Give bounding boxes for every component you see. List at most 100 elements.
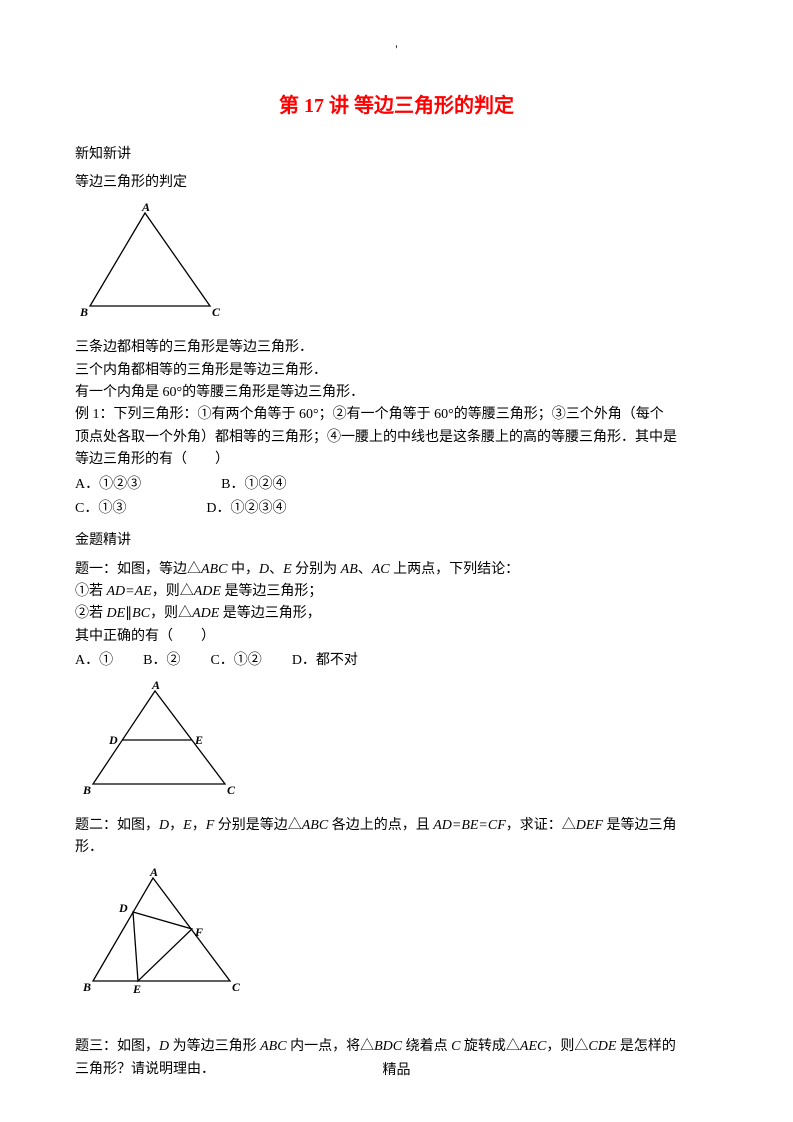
def-line-1: 三条边都相等的三角形是等边三角形． [75, 337, 718, 359]
ex1-options-row2: C．①③ D．①②③④ [75, 498, 718, 520]
q1-line2: ①若 AD=AE，则△ADE 是等边三角形； [75, 581, 718, 603]
q2-l1-mid2: 各边上的点，且 [328, 818, 433, 833]
ex1-options-row1: A．①②③ B．①②④ [75, 474, 718, 496]
q1-l1-mid2: 分别为 [292, 562, 341, 577]
fig3-A: A [149, 866, 158, 879]
fig2-A: A [151, 679, 160, 692]
page-title: 第 17 讲 等边三角形的判定 [75, 90, 718, 122]
q1-l2-pre: ①若 [75, 584, 107, 599]
q1-l1-pre: 题一：如图，等边△ [75, 562, 201, 577]
triangle-abc [90, 213, 210, 306]
triangle-abc-3 [93, 878, 230, 981]
q1-opt-a: A．① [75, 650, 113, 672]
fig2-B: B [82, 783, 91, 797]
fig2-C: C [227, 783, 235, 797]
section1-label: 新知新讲 [75, 144, 718, 166]
q1-l1-ab: AB [341, 562, 358, 577]
fig2-D: D [108, 733, 118, 747]
figure-2: A B C D E [75, 679, 718, 807]
q3-l1-abc: ABC [260, 1039, 286, 1054]
q3-l1-m5: ，则△ [546, 1039, 588, 1054]
figure-3: A B C D E F [75, 866, 718, 1004]
q1-l1-abc: ABC [201, 562, 227, 577]
q3-l1-cde: CDE [588, 1039, 616, 1054]
label-B: B [79, 305, 88, 319]
q1-line1: 题一：如图，等边△ABC 中，D、E 分别为 AB、AC 上两点，下列结论： [75, 559, 718, 581]
ex1-stem-1: 例 1：下列三角形：①有两个角等于 60°；②有一个角等于 60°的等腰三角形；… [75, 404, 718, 426]
q1-l1-end: 上两点，下列结论： [390, 562, 520, 577]
q1-l2-ade: ADE [194, 584, 221, 599]
figure-1: A B C [75, 201, 718, 329]
fig2-E: E [194, 733, 203, 747]
q3-l1-end: 是怎样的 [616, 1039, 676, 1054]
section2-label: 金题精讲 [75, 530, 718, 552]
q3-l1-aec: AEC [520, 1039, 546, 1054]
page: ' 第 17 讲 等边三角形的判定 新知新讲 等边三角形的判定 A B C 三条… [0, 0, 793, 1122]
q2-l1-def: DEF [576, 818, 603, 833]
q1-l3-end: 是等边三角形， [219, 606, 321, 621]
q1-opt-c: C．①② [210, 650, 261, 672]
q1-l3-de: DE [107, 606, 126, 621]
triangle-def [133, 912, 192, 981]
q3-line1: 题三：如图，D 为等边三角形 ABC 内一点，将△BDC 绕着点 C 旋转成△A… [75, 1036, 718, 1058]
q1-l2-end: 是等边三角形； [221, 584, 323, 599]
fig3-B: B [82, 980, 91, 994]
section1-sub: 等边三角形的判定 [75, 172, 718, 194]
fig3-E: E [132, 982, 141, 996]
q2-line2: 形． [75, 837, 718, 859]
triangle-def-svg: A B C D E F [75, 866, 245, 996]
q1-l1-s1: 、 [269, 562, 283, 577]
q1-l2-eq: AD=AE [107, 584, 152, 599]
q1-opt-b: B．② [143, 650, 180, 672]
q2-l1-d: D [159, 818, 169, 833]
q1-l3-mid: ，则△ [150, 606, 192, 621]
q3-l1-m3: 绕着点 [402, 1039, 451, 1054]
q1-l3-ade: ADE [192, 606, 219, 621]
label-C: C [212, 305, 221, 319]
q1-options: A．① B．② C．①② D．都不对 [75, 650, 718, 672]
def-line-3: 有一个内角是 60°的等腰三角形是等边三角形． [75, 382, 718, 404]
q1-l1-mid: 中， [227, 562, 259, 577]
q2-l1-mid: 分别是等边△ [214, 818, 302, 833]
ex1-opt-d: D．①②③④ [206, 498, 286, 520]
triangle-abc-svg: A B C [75, 201, 225, 321]
q1-l1-s2: 、 [358, 562, 372, 577]
q2-line1: 题二：如图，D，E，F 分别是等边△ABC 各边上的点，且 AD=BE=CF，求… [75, 815, 718, 837]
footer-text: 精品 [383, 1060, 411, 1082]
q1-l1-d: D [259, 562, 269, 577]
q3-l1-pre: 题三：如图， [75, 1039, 159, 1054]
q2-l1-eq: AD=BE=CF [433, 818, 506, 833]
label-A: A [141, 201, 150, 214]
q2-l1-abc: ABC [302, 818, 328, 833]
q3-l1-d: D [159, 1039, 169, 1054]
def-line-2: 三个内角都相等的三角形是等边三角形． [75, 360, 718, 382]
top-mark: ' [395, 40, 397, 59]
fig3-C: C [232, 980, 241, 994]
ex1-opt-b: B．①②④ [221, 474, 286, 496]
q3-l1-m2: 内一点，将△ [287, 1039, 375, 1054]
q1-opt-d: D．都不对 [292, 650, 358, 672]
q2-l1-mid3: ，求证：△ [506, 818, 576, 833]
ex1-opt-c: C．①③ [75, 498, 126, 520]
q3-l1-m1: 为等边三角形 [169, 1039, 260, 1054]
ex1-stem-3: 等边三角形的有（ ） [75, 449, 718, 471]
q1-l3-pre: ②若 [75, 606, 107, 621]
q1-l2-mid: ，则△ [152, 584, 194, 599]
q1-l1-e: E [283, 562, 292, 577]
q2-l1-e: E [183, 818, 192, 833]
q1-line4: 其中正确的有（ ） [75, 626, 718, 648]
q3-l1-m4: 旋转成△ [460, 1039, 520, 1054]
q3-l1-bdc: BDC [374, 1039, 402, 1054]
q2-l1-s2: ， [192, 818, 206, 833]
fig3-D: D [118, 901, 128, 915]
q1-l3-bc: BC [132, 606, 150, 621]
q1-line3: ②若 DE∥BC，则△ADE 是等边三角形， [75, 603, 718, 625]
q2-l1-pre: 题二：如图， [75, 818, 159, 833]
q2-l1-s1: ， [169, 818, 183, 833]
q2-l1-f: F [206, 818, 215, 833]
ex1-stem-2: 顶点处各取一个外角）都相等的三角形；④一腰上的中线也是这条腰上的高的等腰三角形．… [75, 427, 718, 449]
fig3-F: F [194, 925, 203, 939]
q1-l1-ac: AC [372, 562, 390, 577]
ex1-opt-a: A．①②③ [75, 474, 141, 496]
triangle-ade-svg: A B C D E [75, 679, 235, 799]
